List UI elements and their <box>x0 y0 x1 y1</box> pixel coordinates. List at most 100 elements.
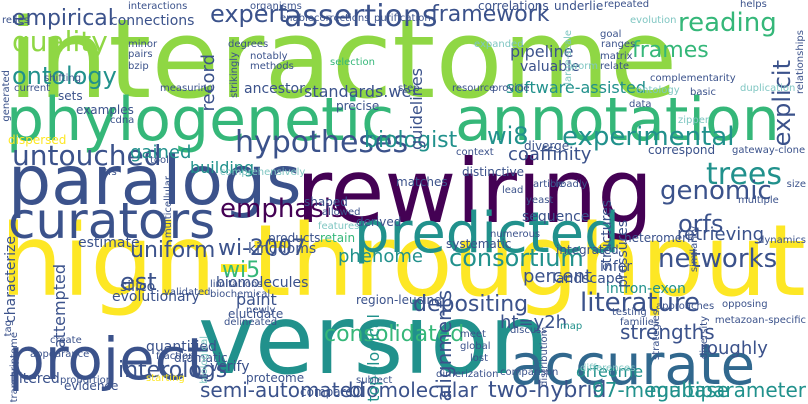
word: helps <box>740 0 767 10</box>
word: corrections <box>314 13 370 24</box>
word: differences <box>580 363 636 374</box>
word: derived <box>356 215 402 229</box>
word: lost <box>470 353 489 364</box>
word: intron-exon <box>606 281 686 297</box>
word: enable <box>280 13 314 24</box>
word: distribution <box>539 330 550 387</box>
word: quality <box>12 25 108 58</box>
word: predicted <box>354 201 620 266</box>
word: resource <box>452 83 496 94</box>
word: similarity <box>689 226 700 273</box>
word: measuring <box>160 83 214 94</box>
word: biological <box>199 336 210 384</box>
word: repeated <box>604 0 650 10</box>
word: subject <box>356 375 393 386</box>
word: dimerization <box>436 369 499 380</box>
word: relationships <box>795 30 806 94</box>
word: biomolecules <box>216 275 309 291</box>
word: comparison <box>500 367 559 378</box>
word: diversity <box>699 316 710 360</box>
word: region-leucine <box>356 293 442 307</box>
word: standards.we <box>304 82 412 101</box>
word: large-scale <box>563 30 574 85</box>
word: pipeline <box>510 42 574 61</box>
word: selection <box>330 57 375 68</box>
word: filtered <box>10 371 60 387</box>
word: newly <box>246 305 276 316</box>
word: worm <box>570 61 598 72</box>
word: assertions <box>284 0 438 34</box>
word: families <box>620 317 660 328</box>
word: wi8 <box>487 122 529 150</box>
word: literature <box>580 288 701 318</box>
word: version <box>198 284 550 396</box>
word: precise <box>336 99 380 113</box>
word: orfs <box>678 210 724 238</box>
word: percent <box>523 266 592 287</box>
word: biologist <box>364 128 458 153</box>
word: coaffinity <box>508 144 592 165</box>
word: heteromeric <box>624 231 698 245</box>
word: kingdoms <box>248 241 317 257</box>
word: pairs <box>128 49 153 60</box>
word: data <box>629 99 652 110</box>
word: dispersed <box>8 133 67 147</box>
word: framework <box>431 2 550 27</box>
word: untouched <box>12 139 162 172</box>
word: underlie <box>554 0 604 13</box>
word: biomolecular <box>348 378 478 402</box>
word: building <box>190 158 255 177</box>
word: consortium <box>449 244 584 272</box>
word: complementarity <box>650 73 736 84</box>
word: phylogenetic <box>6 85 395 155</box>
word: create <box>50 335 82 346</box>
word: distinctive <box>462 165 524 179</box>
word: curators <box>8 192 216 250</box>
word: features <box>318 221 360 232</box>
word: orfeome <box>576 362 644 381</box>
word: dramatic <box>174 351 228 365</box>
word: networks <box>658 244 778 274</box>
word: methods <box>250 61 294 72</box>
word: frames <box>632 38 709 63</box>
word: interactions <box>128 1 188 12</box>
word: examples <box>76 103 134 117</box>
word: approaches <box>656 301 715 312</box>
word: high-throughput <box>0 204 806 319</box>
word: correlations <box>478 0 549 13</box>
word: purification <box>374 13 431 24</box>
word: compare <box>300 385 353 399</box>
word: validated <box>164 287 211 298</box>
word: strategies <box>651 310 662 360</box>
word: comprehensively <box>220 167 306 178</box>
word: basic <box>690 87 716 98</box>
word: retain <box>320 231 356 245</box>
word: reading <box>678 8 777 38</box>
word: quantified <box>146 339 217 355</box>
word: current <box>14 83 51 94</box>
word: duplication <box>740 83 796 94</box>
word: numerous <box>490 229 541 240</box>
word: connections <box>110 13 195 29</box>
word: tool <box>150 155 169 166</box>
word: diverge <box>524 139 570 153</box>
word: products <box>268 231 321 245</box>
word: structures <box>599 200 615 271</box>
word: ranges <box>601 39 636 50</box>
word: goal <box>600 29 622 40</box>
word: paint <box>236 290 277 309</box>
word: ht=y2h <box>500 312 568 333</box>
word: notably <box>250 51 288 62</box>
word: map <box>560 321 583 332</box>
word: ontology <box>12 62 117 90</box>
word: context <box>456 147 494 158</box>
word: allowed <box>322 207 361 218</box>
word: infer <box>600 259 633 275</box>
word: matrix <box>600 51 633 62</box>
word: interactome <box>8 0 678 123</box>
word: systematic <box>446 237 512 251</box>
word: interologs <box>118 358 228 383</box>
word: minor <box>128 39 158 50</box>
word: uniform <box>130 238 216 263</box>
